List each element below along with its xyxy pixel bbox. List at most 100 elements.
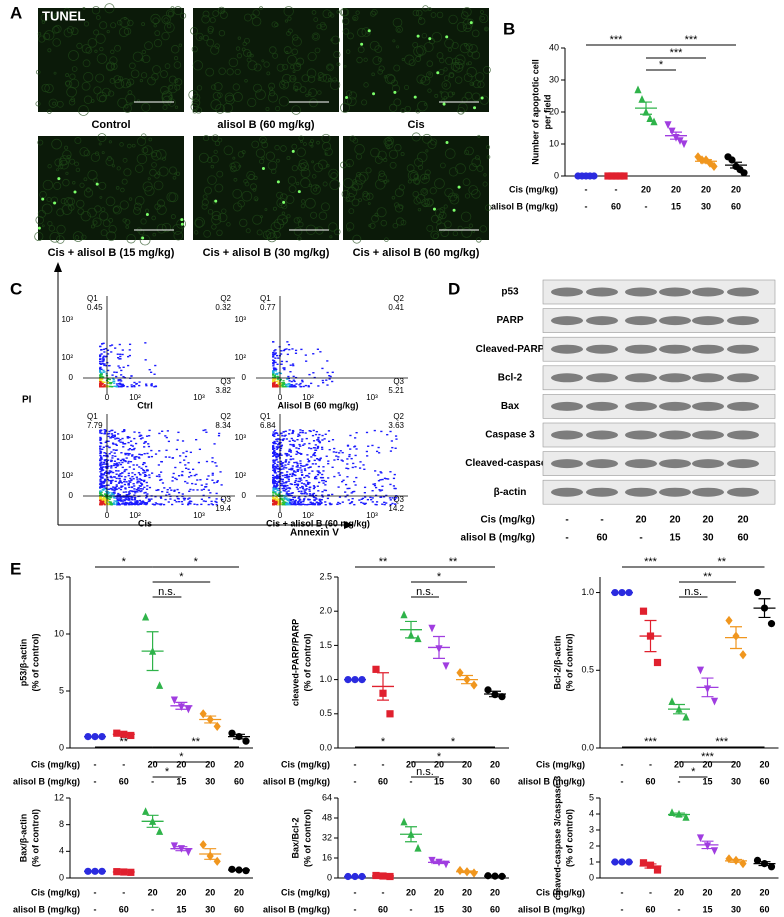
event <box>158 474 161 476</box>
event <box>279 484 282 487</box>
tissue-texture <box>441 80 451 90</box>
band <box>659 344 691 354</box>
significance-label: * <box>179 571 184 583</box>
tissue-texture <box>133 207 141 215</box>
event <box>139 502 142 505</box>
event <box>130 490 134 492</box>
row-value: - <box>621 887 624 897</box>
event <box>314 476 317 479</box>
tunel-spot <box>53 201 57 205</box>
event <box>306 503 309 506</box>
tissue-texture <box>420 76 431 86</box>
tissue-texture <box>352 179 357 184</box>
event <box>296 488 299 490</box>
y-tick-label: 5 <box>59 685 64 695</box>
tissue-texture <box>209 17 216 24</box>
tissue-texture <box>272 52 279 59</box>
y-axis-label: Number of apoptotic cell <box>530 59 540 165</box>
event <box>120 503 124 505</box>
event <box>129 501 132 504</box>
event <box>120 475 123 478</box>
tissue-texture <box>101 151 105 155</box>
error-bar <box>489 690 501 698</box>
event <box>112 491 115 494</box>
tunel-spot <box>452 208 456 212</box>
row-value: 20 <box>669 515 681 526</box>
event <box>215 498 218 500</box>
event <box>143 492 146 494</box>
event <box>301 473 304 476</box>
event <box>354 466 357 468</box>
tissue-texture <box>286 214 291 219</box>
event <box>272 356 275 358</box>
row-value: - <box>354 904 357 914</box>
event <box>99 451 103 453</box>
event <box>326 384 329 386</box>
event <box>328 448 331 451</box>
event <box>366 455 369 457</box>
event <box>119 480 122 482</box>
tissue-texture <box>368 224 372 228</box>
event <box>99 366 102 369</box>
event <box>377 446 380 449</box>
tissue-texture <box>210 164 215 169</box>
event <box>103 481 106 483</box>
tissue-texture <box>439 90 443 94</box>
tissue-texture <box>341 8 350 17</box>
event <box>331 466 334 469</box>
tissue-texture <box>217 92 223 98</box>
tissue-texture <box>462 18 474 30</box>
event <box>106 463 109 466</box>
event <box>283 466 286 468</box>
event <box>355 476 358 479</box>
event <box>99 452 102 455</box>
event <box>317 503 320 506</box>
row-value: - <box>621 776 624 786</box>
event <box>353 480 356 483</box>
tissue-texture <box>235 46 241 51</box>
event <box>214 500 217 503</box>
event <box>108 432 111 435</box>
event <box>276 444 280 446</box>
tissue-texture <box>423 173 430 180</box>
y-tick-label: 0 <box>59 742 64 752</box>
event <box>291 467 294 470</box>
event <box>307 447 311 449</box>
event <box>274 378 277 380</box>
event <box>289 371 292 373</box>
event <box>173 490 176 492</box>
event <box>360 501 363 504</box>
event <box>183 499 186 501</box>
event <box>274 485 277 487</box>
event <box>128 453 131 455</box>
event <box>272 498 276 500</box>
event <box>133 431 136 433</box>
event <box>146 452 149 455</box>
event <box>140 501 143 503</box>
tissue-texture <box>378 65 385 72</box>
micrograph <box>343 136 489 240</box>
event <box>277 438 281 440</box>
tissue-texture <box>150 13 161 24</box>
data-point <box>242 867 250 875</box>
event <box>119 481 123 483</box>
tissue-texture <box>79 147 89 157</box>
event <box>279 385 282 388</box>
event <box>272 461 275 463</box>
event <box>299 429 302 431</box>
event <box>308 482 311 484</box>
row-value: 60 <box>378 776 388 786</box>
tissue-texture <box>345 197 351 202</box>
event <box>273 468 276 470</box>
tissue-texture <box>443 204 448 209</box>
event <box>141 437 144 439</box>
event <box>318 503 322 506</box>
event <box>313 459 316 462</box>
tissue-texture <box>203 229 211 238</box>
event <box>317 502 320 504</box>
event <box>113 490 116 492</box>
micrograph <box>38 8 184 112</box>
quadrant-percent: 14.2 <box>388 504 404 513</box>
event <box>277 501 280 503</box>
event <box>277 434 280 436</box>
